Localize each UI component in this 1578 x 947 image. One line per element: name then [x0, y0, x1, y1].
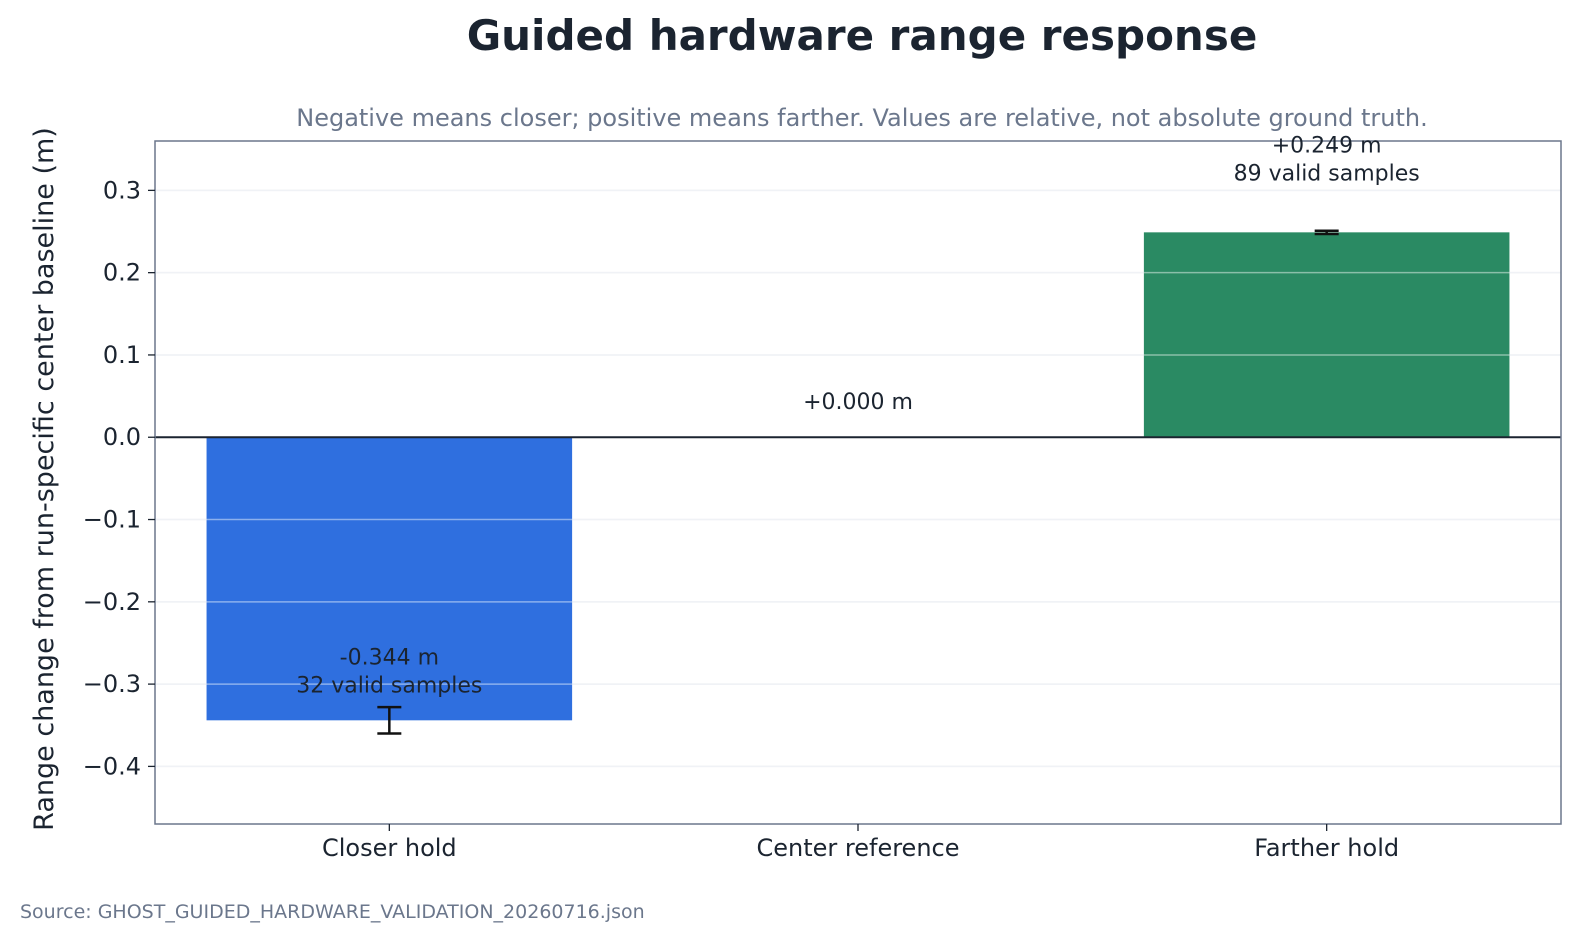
data-labels: -0.344 m 32 valid samples +0.000 m +0.249 m…	[296, 134, 1419, 699]
bar-2	[1143, 232, 1510, 438]
x-tick-label: Closer hold	[322, 834, 457, 862]
sample-count-label: 32 valid samples	[296, 673, 482, 698]
error-bars	[377, 229, 1339, 735]
bar-0	[206, 437, 573, 721]
x-tick-label: Center reference	[756, 834, 959, 862]
sample-count-label: 89 valid samples	[1234, 162, 1420, 187]
y-tick-label: −0.1	[83, 506, 141, 534]
y-axis-ticks: 0.3 0.2 0.1 0.0 −0.1 −0.2 −0.3 −0.4	[83, 176, 155, 780]
y-axis-label: Range change from run-specific center ba…	[29, 127, 60, 831]
y-tick-label: −0.2	[83, 588, 141, 616]
value-label: +0.000 m	[803, 390, 913, 415]
bars	[206, 232, 1510, 721]
y-tick-label: 0.3	[103, 176, 141, 204]
x-axis-ticks: Closer hold Center reference Farther hold	[322, 824, 1399, 862]
y-tick-label: 0.2	[103, 259, 141, 287]
chart-title: Guided hardware range response	[467, 11, 1258, 60]
value-label: +0.249 m	[1272, 134, 1382, 159]
value-label: -0.344 m	[340, 645, 439, 670]
x-tick-label: Farther hold	[1254, 834, 1399, 862]
source-note: Source: GHOST_GUIDED_HARDWARE_VALIDATION…	[20, 901, 645, 923]
y-tick-label: −0.4	[83, 752, 141, 780]
y-tick-label: 0.1	[103, 341, 141, 369]
chart-subtitle: Negative means closer; positive means fa…	[296, 104, 1428, 132]
y-tick-label: 0.0	[103, 423, 141, 451]
y-tick-label: −0.3	[83, 670, 141, 698]
